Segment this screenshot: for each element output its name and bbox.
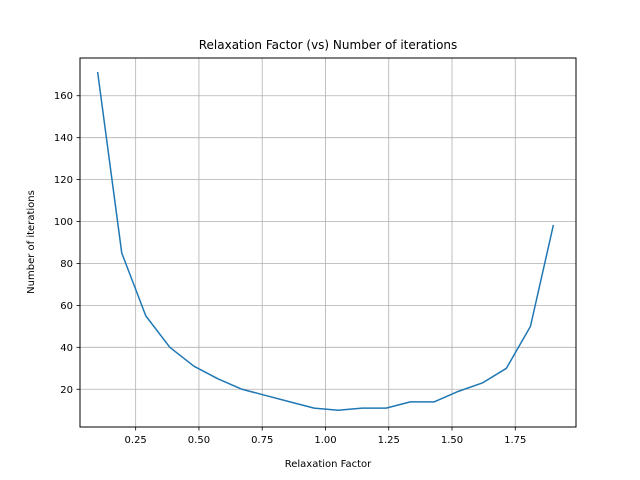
chart-title: Relaxation Factor (vs) Number of iterati… bbox=[199, 38, 458, 52]
x-tick-label: 1.00 bbox=[314, 435, 336, 446]
x-tick-label: 0.75 bbox=[251, 435, 273, 446]
y-tick-label: 160 bbox=[54, 91, 73, 102]
y-tick-label: 80 bbox=[60, 259, 73, 270]
series-line bbox=[96, 71, 555, 411]
y-tick-label: 20 bbox=[60, 385, 73, 396]
y-tick-label: 40 bbox=[60, 343, 73, 354]
y-axis: 20 40 60 80 100 120 140 160 bbox=[54, 91, 80, 396]
x-tick-label: 0.25 bbox=[125, 435, 147, 446]
y-tick-label: 60 bbox=[60, 301, 73, 312]
grid bbox=[80, 58, 576, 427]
y-tick-label: 140 bbox=[54, 133, 73, 144]
series-layer bbox=[96, 71, 555, 411]
plot-frame bbox=[79, 57, 577, 428]
y-tick-label: 100 bbox=[54, 217, 73, 228]
x-tick-label: 0.50 bbox=[188, 435, 210, 446]
x-axis-title: Relaxation Factor bbox=[285, 459, 372, 470]
y-axis-title: Number of iterations bbox=[26, 190, 37, 294]
x-tick-label: 1.25 bbox=[378, 435, 400, 446]
x-axis: 0.25 0.50 0.75 1.00 1.25 1.50 1.75 bbox=[125, 427, 526, 446]
y-tick-label: 120 bbox=[54, 175, 73, 186]
x-tick-label: 1.50 bbox=[441, 435, 463, 446]
x-tick-label: 1.75 bbox=[504, 435, 526, 446]
